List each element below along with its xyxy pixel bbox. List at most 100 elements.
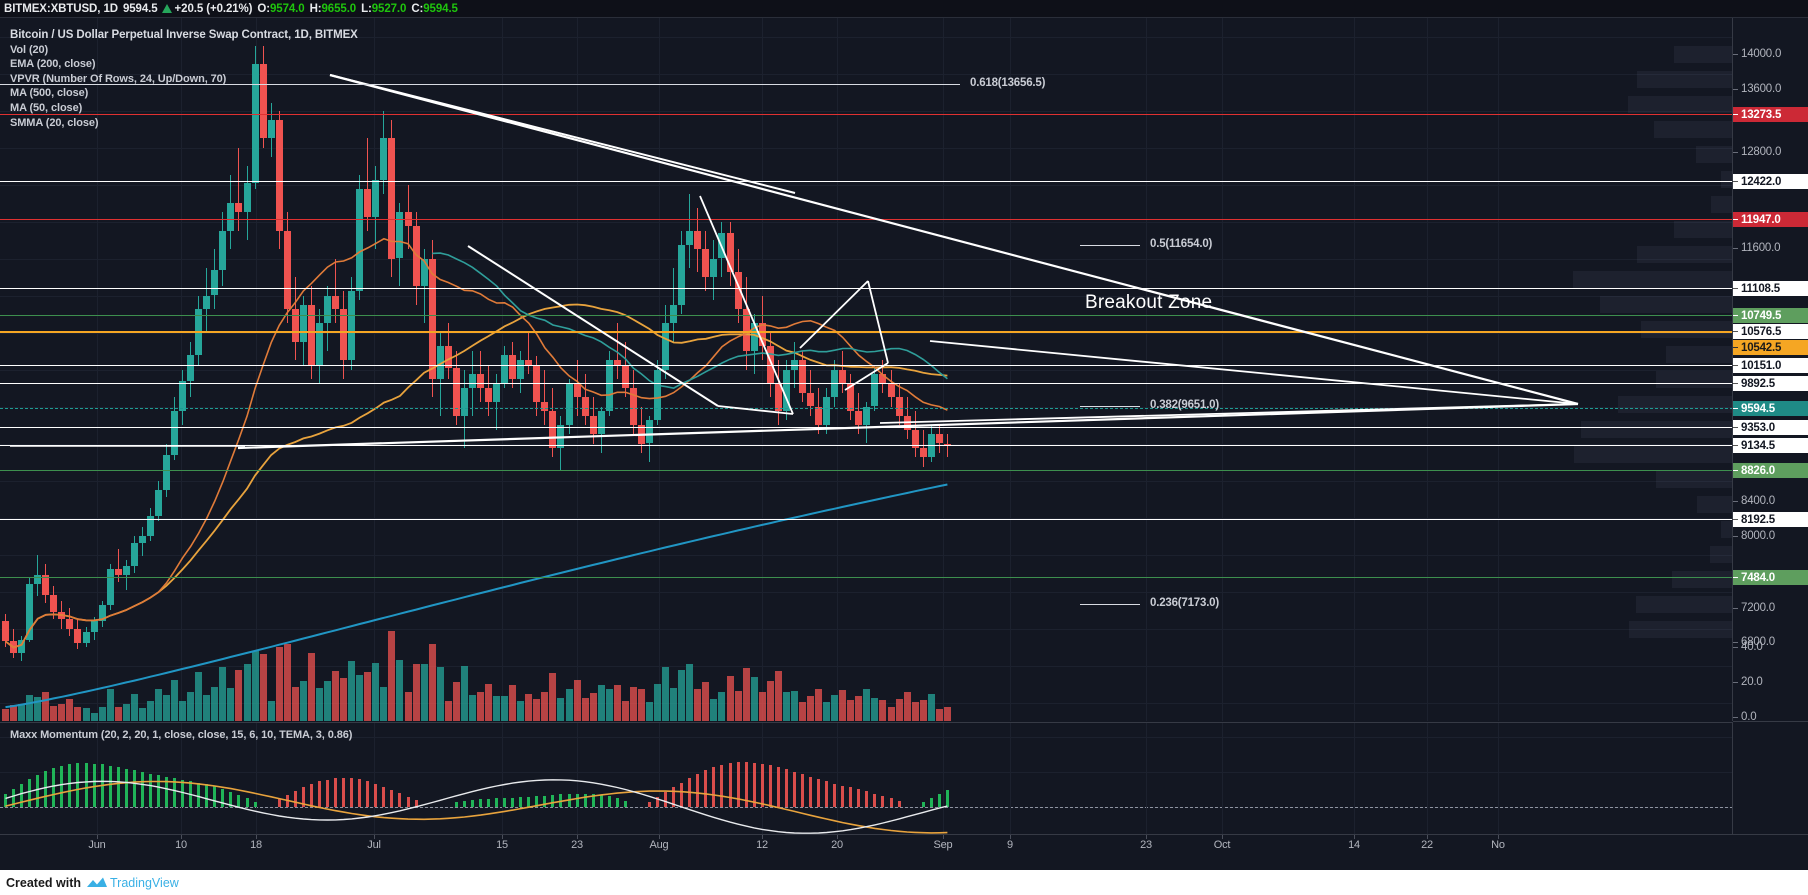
chart-frame[interactable]: 0.618(13656.5) 0.5(11654.0) 0.382(9651.0) 0… bbox=[0, 17, 1808, 870]
symbol-label[interactable]: BITMEX:XBTUSD, 1D bbox=[4, 2, 118, 15]
volume-bar bbox=[468, 694, 476, 721]
price-badge[interactable]: 8826.0 bbox=[1733, 463, 1808, 478]
momentum-bar bbox=[809, 776, 812, 807]
tick-dash bbox=[1733, 247, 1738, 249]
candle bbox=[935, 18, 943, 721]
volume-bar bbox=[332, 670, 340, 721]
price-tick: 12800.0 bbox=[1733, 144, 1808, 160]
candle bbox=[235, 18, 243, 721]
price-badge[interactable]: 9134.5 bbox=[1733, 438, 1808, 453]
vpvr-bar bbox=[1672, 571, 1732, 588]
price-badge-label: 8826.0 bbox=[1741, 464, 1775, 477]
volume-bar bbox=[839, 690, 847, 721]
fib-leader-line bbox=[1080, 245, 1140, 246]
price-badge[interactable]: 7484.0 bbox=[1733, 570, 1808, 585]
momentum-bar bbox=[309, 784, 313, 807]
tradingview-brand[interactable]: TradingView bbox=[110, 875, 179, 890]
open-value: 9574.0 bbox=[270, 2, 305, 15]
candle bbox=[758, 18, 766, 721]
time-tick-label: 20 bbox=[831, 839, 843, 851]
legend-item-ma500[interactable]: MA (500, close) bbox=[10, 87, 89, 100]
price-badge[interactable]: 12422.0 bbox=[1733, 174, 1808, 189]
candle bbox=[943, 18, 951, 721]
volume-bar bbox=[485, 683, 492, 721]
momentum-bar bbox=[929, 798, 933, 807]
momentum-bar bbox=[495, 798, 499, 807]
fib-label-0: 0.618(13656.5) bbox=[970, 77, 1046, 89]
price-badge[interactable]: 8192.5 bbox=[1733, 512, 1808, 527]
candle bbox=[501, 18, 509, 721]
volume-bar bbox=[404, 691, 412, 721]
momentum-bar bbox=[672, 787, 676, 807]
momentum-pane[interactable]: Maxx Momentum (20, 2, 20, 1, close, clos… bbox=[0, 722, 1733, 834]
legend-item-ema[interactable]: EMA (200, close) bbox=[10, 58, 96, 71]
time-tick-label: 14 bbox=[1348, 839, 1360, 851]
candle bbox=[646, 18, 653, 721]
momentum-bar bbox=[326, 779, 329, 807]
legend-item-vol[interactable]: Vol (20) bbox=[10, 43, 49, 56]
level-line-red bbox=[0, 219, 1732, 220]
price-pane[interactable]: 0.618(13656.5) 0.5(11654.0) 0.382(9651.0) 0… bbox=[0, 18, 1733, 721]
momentum-bar bbox=[937, 794, 941, 807]
momentum-bar bbox=[744, 762, 748, 807]
candle bbox=[557, 18, 565, 721]
time-axis[interactable]: Jun 10 18 Jul 15 23 Aug 12 20 Sep 9 23 Oct 14 22 No bbox=[0, 834, 1808, 856]
vpvr-bar bbox=[1637, 71, 1732, 88]
created-with-label: Created with bbox=[6, 875, 82, 890]
time-tick-mark bbox=[1010, 835, 1011, 839]
price-badge[interactable]: 10151.0 bbox=[1733, 358, 1808, 373]
volume-bar bbox=[307, 652, 315, 721]
price-tick: 20.0 bbox=[1733, 674, 1808, 690]
legend-item-smma[interactable]: SMMA (20, close) bbox=[10, 116, 99, 129]
price-badge[interactable]: 10542.5 bbox=[1733, 340, 1808, 355]
volume-bar bbox=[871, 698, 879, 721]
price-badge[interactable]: 9892.5 bbox=[1733, 376, 1808, 391]
price-badge[interactable]: 11947.0 bbox=[1733, 212, 1808, 227]
legend-item-vpvr[interactable]: VPVR (Number Of Rows, 24, Up/Down, 70) bbox=[10, 72, 227, 85]
price-badge[interactable]: 13273.5 bbox=[1733, 107, 1808, 122]
momentum-gridline bbox=[0, 772, 1732, 773]
price-badge[interactable]: 11108.5 bbox=[1733, 281, 1808, 296]
momentum-bar bbox=[527, 796, 531, 807]
price-badge[interactable]: 10576.5 bbox=[1733, 324, 1808, 339]
price-badge[interactable]: 9353.0 bbox=[1733, 420, 1808, 435]
momentum-bar bbox=[148, 773, 152, 807]
price-tick: 6800.0 bbox=[1733, 634, 1808, 650]
time-tick-label: 18 bbox=[250, 839, 262, 851]
momentum-bar bbox=[607, 796, 611, 807]
price-tick-label: 6800.0 bbox=[1741, 636, 1775, 648]
price-badge-label: 8192.5 bbox=[1741, 513, 1775, 526]
candle bbox=[259, 18, 267, 721]
vpvr-bar bbox=[1666, 346, 1732, 363]
price-axis[interactable]: 14000.0 13600.0 12800.0 11600.0 8400.0 8000.0… bbox=[1733, 18, 1808, 834]
candle bbox=[718, 18, 726, 721]
volume-bar bbox=[678, 669, 686, 721]
price-badge[interactable]: 9594.5 bbox=[1733, 401, 1808, 416]
candle bbox=[847, 18, 855, 721]
legend-item-ma50[interactable]: MA (50, close) bbox=[10, 101, 83, 114]
volume-bar bbox=[686, 663, 694, 721]
volume-bar bbox=[501, 695, 509, 721]
momentum-bar bbox=[382, 786, 386, 807]
price-badge[interactable]: 10749.5 bbox=[1733, 308, 1808, 323]
volume-bar bbox=[621, 700, 629, 721]
candle bbox=[662, 18, 670, 721]
candle bbox=[807, 18, 814, 721]
volume-bar bbox=[388, 631, 396, 721]
momentum-vgridline bbox=[1222, 723, 1223, 834]
price-tick: 8400.0 bbox=[1733, 493, 1808, 509]
volume-bar bbox=[203, 694, 211, 721]
candle bbox=[533, 18, 541, 721]
price-tick: 40.0 bbox=[1733, 639, 1808, 655]
momentum-bar bbox=[4, 793, 7, 807]
momentum-bar bbox=[921, 802, 925, 807]
volume-bar bbox=[179, 700, 187, 721]
momentum-bar bbox=[342, 777, 346, 807]
candle bbox=[790, 18, 798, 721]
volume-bar bbox=[702, 681, 710, 721]
momentum-bar bbox=[825, 781, 829, 807]
momentum-legend[interactable]: Maxx Momentum (20, 2, 20, 1, close, clos… bbox=[10, 729, 353, 741]
momentum-bar bbox=[28, 779, 32, 807]
volume-bar bbox=[525, 693, 533, 721]
candle bbox=[589, 18, 597, 721]
